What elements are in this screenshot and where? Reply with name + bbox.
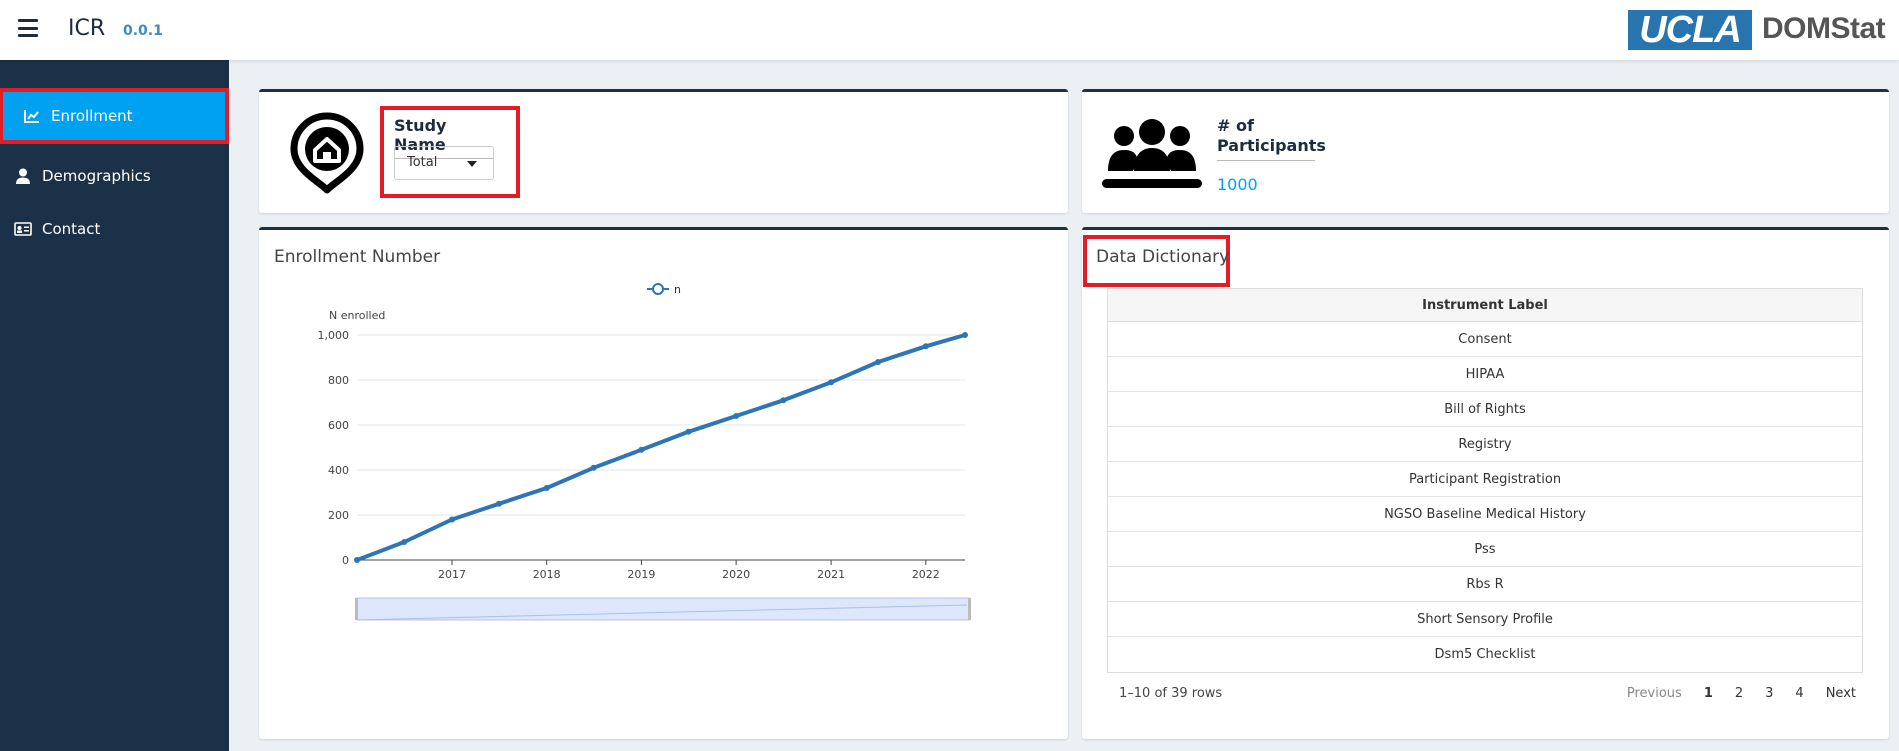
data-point — [448, 516, 455, 523]
ucla-logo: UCLA — [1628, 10, 1752, 50]
pagination: Previous 1 2 3 4 Next — [1605, 686, 1856, 701]
study-name-box: Study Name Total — [259, 89, 1068, 213]
sidebar-item-contact[interactable]: Contact — [0, 202, 229, 255]
data-point — [638, 446, 645, 453]
x-tick-label: 2019 — [627, 568, 655, 581]
y-tick-label: 400 — [328, 464, 349, 477]
sidebar: Enrollment Demographics Contact — [0, 60, 229, 751]
line-chart-icon — [23, 109, 41, 123]
data-point — [590, 464, 597, 471]
pagination-page-2[interactable]: 2 — [1734, 686, 1744, 701]
x-tick-label: 2017 — [438, 568, 466, 581]
study-name-selected: Total — [407, 155, 438, 170]
table-row: Dsm5 Checklist — [1434, 647, 1536, 662]
range-slider-handle-left — [355, 598, 358, 620]
x-tick-label: 2018 — [533, 568, 561, 581]
data-dictionary-highlight — [1083, 235, 1230, 287]
table-header-instrument-label[interactable]: Instrument Label — [1108, 289, 1862, 322]
domstat-logo: DOMStat — [1762, 12, 1886, 45]
study-name-select[interactable]: Total — [394, 146, 494, 180]
series-line — [355, 333, 967, 562]
x-tick-label: 2020 — [722, 568, 750, 581]
range-slider-preview — [356, 604, 968, 621]
users-icon — [1100, 116, 1204, 196]
table-row: Participant Registration — [1108, 462, 1862, 497]
y-tick-label: 600 — [328, 419, 349, 432]
table-row: Rbs R — [1108, 567, 1862, 602]
y-axis-label: N enrolled — [329, 309, 385, 322]
sidebar-item-demographics[interactable]: Demographics — [0, 149, 229, 202]
participants-label-line1: # of — [1217, 116, 1254, 135]
pagination-page-3[interactable]: 3 — [1765, 686, 1774, 701]
study-name-label: Study Name — [394, 116, 494, 159]
app-title: ICR — [68, 16, 106, 41]
study-name-highlight — [380, 106, 520, 198]
x-tick-label: 2022 — [912, 568, 940, 581]
table-row: Short Sensory Profile — [1108, 602, 1862, 637]
participants-label: # of Participants — [1217, 116, 1326, 161]
legend-marker — [652, 283, 664, 295]
data-point — [543, 485, 550, 491]
legend-label: n — [674, 283, 681, 296]
hamburger-menu-icon[interactable] — [18, 19, 38, 37]
pagination-next[interactable]: Next — [1825, 686, 1856, 701]
table-row: NGSO Baseline Medical History — [1108, 497, 1862, 532]
data-point — [354, 557, 360, 563]
y-tick-label: 200 — [328, 509, 349, 522]
table-row: Consent — [1108, 322, 1862, 357]
pagination-page-4[interactable]: 4 — [1795, 686, 1804, 701]
pagination-info: 1–10 of 39 rows — [1119, 686, 1223, 701]
data-point — [401, 539, 408, 545]
id-card-icon — [14, 221, 32, 236]
participants-count: 1000 — [1217, 175, 1258, 194]
x-tick-label: 2021 — [817, 568, 845, 581]
y-tick-label: 1,000 — [318, 329, 350, 342]
data-point — [733, 413, 740, 419]
data-point — [495, 500, 502, 507]
data-dictionary-table: Instrument Label Consent HIPAA Bill of R… — [1107, 288, 1863, 673]
enrollment-chart-box: Enrollment Number 0 200 400 600 800 1,000 2017… — [259, 227, 1068, 739]
data-point — [828, 379, 835, 386]
enrollment-chart[interactable]: 0 200 400 600 800 1,000 2017 2018 2019 2020 2021 20… — [259, 265, 1068, 735]
data-point — [962, 332, 968, 338]
data-point — [922, 343, 929, 350]
app-version: 0.0.1 — [123, 23, 163, 39]
top-navbar: ICR 0.0.1 UCLA DOMStat — [0, 0, 1899, 60]
table-row: Pss — [1108, 532, 1862, 567]
sidebar-item-label: Enrollment — [51, 107, 133, 125]
data-point — [685, 428, 692, 435]
sidebar-item-enrollment[interactable]: Enrollment — [0, 88, 229, 144]
caret-down-icon — [467, 161, 477, 167]
range-slider-handle-right — [968, 598, 971, 620]
pagination-page-1[interactable]: 1 — [1703, 686, 1713, 701]
data-dictionary-box: Data Dictionary Instrument Label Consent… — [1082, 227, 1889, 739]
data-dictionary-title: Data Dictionary — [1096, 247, 1230, 267]
table-row: Registry — [1108, 427, 1862, 462]
home-marker-icon — [290, 112, 364, 198]
y-tick-label: 0 — [342, 554, 349, 567]
participants-label-line2: Participants — [1217, 136, 1326, 155]
user-icon — [14, 168, 32, 184]
table-row: HIPAA — [1108, 357, 1862, 392]
data-point — [780, 397, 787, 404]
pagination-previous[interactable]: Previous — [1626, 686, 1682, 701]
table-row: Bill of Rights — [1108, 392, 1862, 427]
y-tick-label: 800 — [328, 374, 349, 387]
participants-box: # of Participants 1000 — [1082, 89, 1889, 213]
sidebar-item-label: Contact — [42, 219, 101, 238]
sidebar-item-label: Demographics — [42, 166, 151, 185]
enrollment-title: Enrollment Number — [274, 247, 441, 267]
data-point — [875, 359, 882, 365]
range-slider — [356, 597, 970, 621]
